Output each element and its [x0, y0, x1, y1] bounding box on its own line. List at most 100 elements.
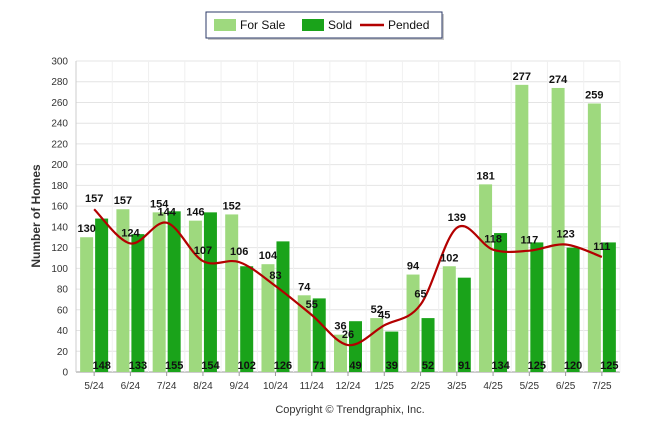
- legend-for-sale-swatch: [214, 19, 236, 31]
- label-for-sale: 146: [186, 207, 204, 219]
- x-tick-label: 4/25: [483, 381, 503, 392]
- y-tick-label: 20: [57, 347, 69, 358]
- label-pended: 111: [593, 241, 610, 253]
- label-sold: 125: [528, 360, 546, 372]
- bar-sold: [494, 233, 508, 372]
- label-sold: 91: [458, 360, 470, 372]
- y-tick-label: 0: [62, 368, 68, 379]
- x-tick-label: 11/24: [300, 381, 325, 392]
- y-tick-label: 200: [51, 160, 68, 171]
- label-pended: 55: [306, 299, 318, 311]
- label-sold: 148: [92, 360, 110, 372]
- label-for-sale: 157: [114, 195, 132, 207]
- y-tick-label: 140: [51, 222, 68, 233]
- legend-box: [205, 11, 443, 39]
- label-sold: 39: [386, 360, 398, 372]
- y-tick-label: 280: [51, 77, 68, 88]
- copyright-text: Copyright © Trendgraphix, Inc.: [275, 404, 424, 416]
- label-pended: 144: [157, 207, 176, 219]
- bar-sold: [421, 318, 435, 372]
- bar-for-sale: [80, 237, 94, 372]
- x-tick-label: 7/24: [157, 381, 177, 392]
- label-pended: 45: [378, 309, 390, 321]
- bar-sold: [457, 277, 471, 372]
- bar-sold: [131, 234, 145, 372]
- y-tick-label: 120: [51, 243, 68, 254]
- bars: [80, 84, 616, 373]
- bar-sold: [312, 298, 326, 372]
- label-for-sale: 102: [440, 252, 458, 264]
- label-for-sale: 74: [298, 281, 311, 293]
- bar-for-sale: [479, 184, 493, 372]
- label-for-sale: 152: [223, 200, 241, 212]
- bar-for-sale: [551, 87, 565, 372]
- y-tick-label: 240: [51, 119, 68, 130]
- label-pended: 26: [342, 329, 354, 341]
- grid: [75, 60, 621, 373]
- label-sold: 155: [165, 360, 183, 372]
- y-axis-title: Number of Homes: [29, 164, 43, 268]
- axes: 0 20 40 60 80 100 120 140 160 180 200 220 240 260 280 3…: [51, 57, 612, 393]
- bar-sold: [566, 247, 580, 372]
- y-tick-label: 80: [57, 285, 69, 296]
- label-sold: 52: [422, 360, 434, 372]
- x-tick-label: 10/24: [263, 381, 288, 392]
- legend-pended-label: Pended: [388, 18, 429, 32]
- label-for-sale: 130: [77, 223, 95, 235]
- bar-for-sale: [406, 274, 420, 372]
- x-tick-label: 8/24: [193, 381, 213, 392]
- label-for-sale: 277: [513, 71, 531, 83]
- x-tick-label: 12/24: [335, 381, 360, 392]
- bar-sold: [95, 218, 109, 372]
- label-for-sale: 104: [259, 250, 278, 262]
- label-sold: 133: [129, 360, 147, 372]
- label-pended: 139: [448, 212, 466, 224]
- label-for-sale: 181: [476, 170, 494, 182]
- label-pended: 106: [230, 246, 248, 258]
- x-tick-label: 1/25: [375, 381, 395, 392]
- bar-for-sale: [152, 212, 166, 372]
- y-tick-label: 180: [51, 181, 68, 192]
- label-for-sale: 94: [407, 261, 420, 273]
- y-tick-label: 160: [51, 202, 68, 213]
- bar-for-sale: [442, 266, 456, 372]
- bar-for-sale: [261, 264, 275, 372]
- bar-sold: [203, 212, 217, 372]
- label-sold: 120: [564, 360, 582, 372]
- label-pended: 118: [484, 234, 502, 246]
- y-tick-label: 100: [51, 264, 68, 275]
- label-pended: 123: [556, 228, 574, 240]
- legend: For Sale Sold Pended: [205, 11, 444, 40]
- label-for-sale: 274: [549, 74, 568, 86]
- x-tick-label: 9/24: [229, 381, 249, 392]
- label-pended: 124: [121, 227, 140, 239]
- x-tick-label: 3/25: [447, 381, 467, 392]
- y-tick-label: 260: [51, 98, 68, 109]
- x-tick-label: 2/25: [411, 381, 431, 392]
- bar-for-sale: [116, 209, 130, 372]
- label-for-sale: 52: [371, 304, 383, 316]
- y-tick-label: 220: [51, 139, 68, 150]
- x-tick-label: 5/24: [84, 381, 104, 392]
- legend-for-sale-label: For Sale: [240, 18, 286, 32]
- legend-sold-label: Sold: [328, 18, 352, 32]
- bar-sold: [602, 242, 616, 372]
- x-tick-label: 6/25: [556, 381, 576, 392]
- label-sold: 126: [274, 360, 292, 372]
- label-sold: 71: [313, 360, 325, 372]
- bar-sold: [530, 242, 544, 372]
- bar-for-sale: [297, 295, 311, 372]
- bar-sold: [167, 211, 181, 372]
- bar-sold: [240, 266, 254, 372]
- x-tick-label: 7/25: [592, 381, 612, 392]
- bar-sold: [385, 331, 399, 372]
- label-pended: 107: [194, 245, 212, 257]
- label-for-sale: 154: [150, 198, 169, 210]
- label-pended: 65: [414, 289, 426, 301]
- label-sold: 125: [600, 360, 618, 372]
- bar-for-sale: [515, 84, 529, 373]
- label-for-sale: 259: [585, 90, 603, 102]
- label-pended: 83: [269, 270, 281, 282]
